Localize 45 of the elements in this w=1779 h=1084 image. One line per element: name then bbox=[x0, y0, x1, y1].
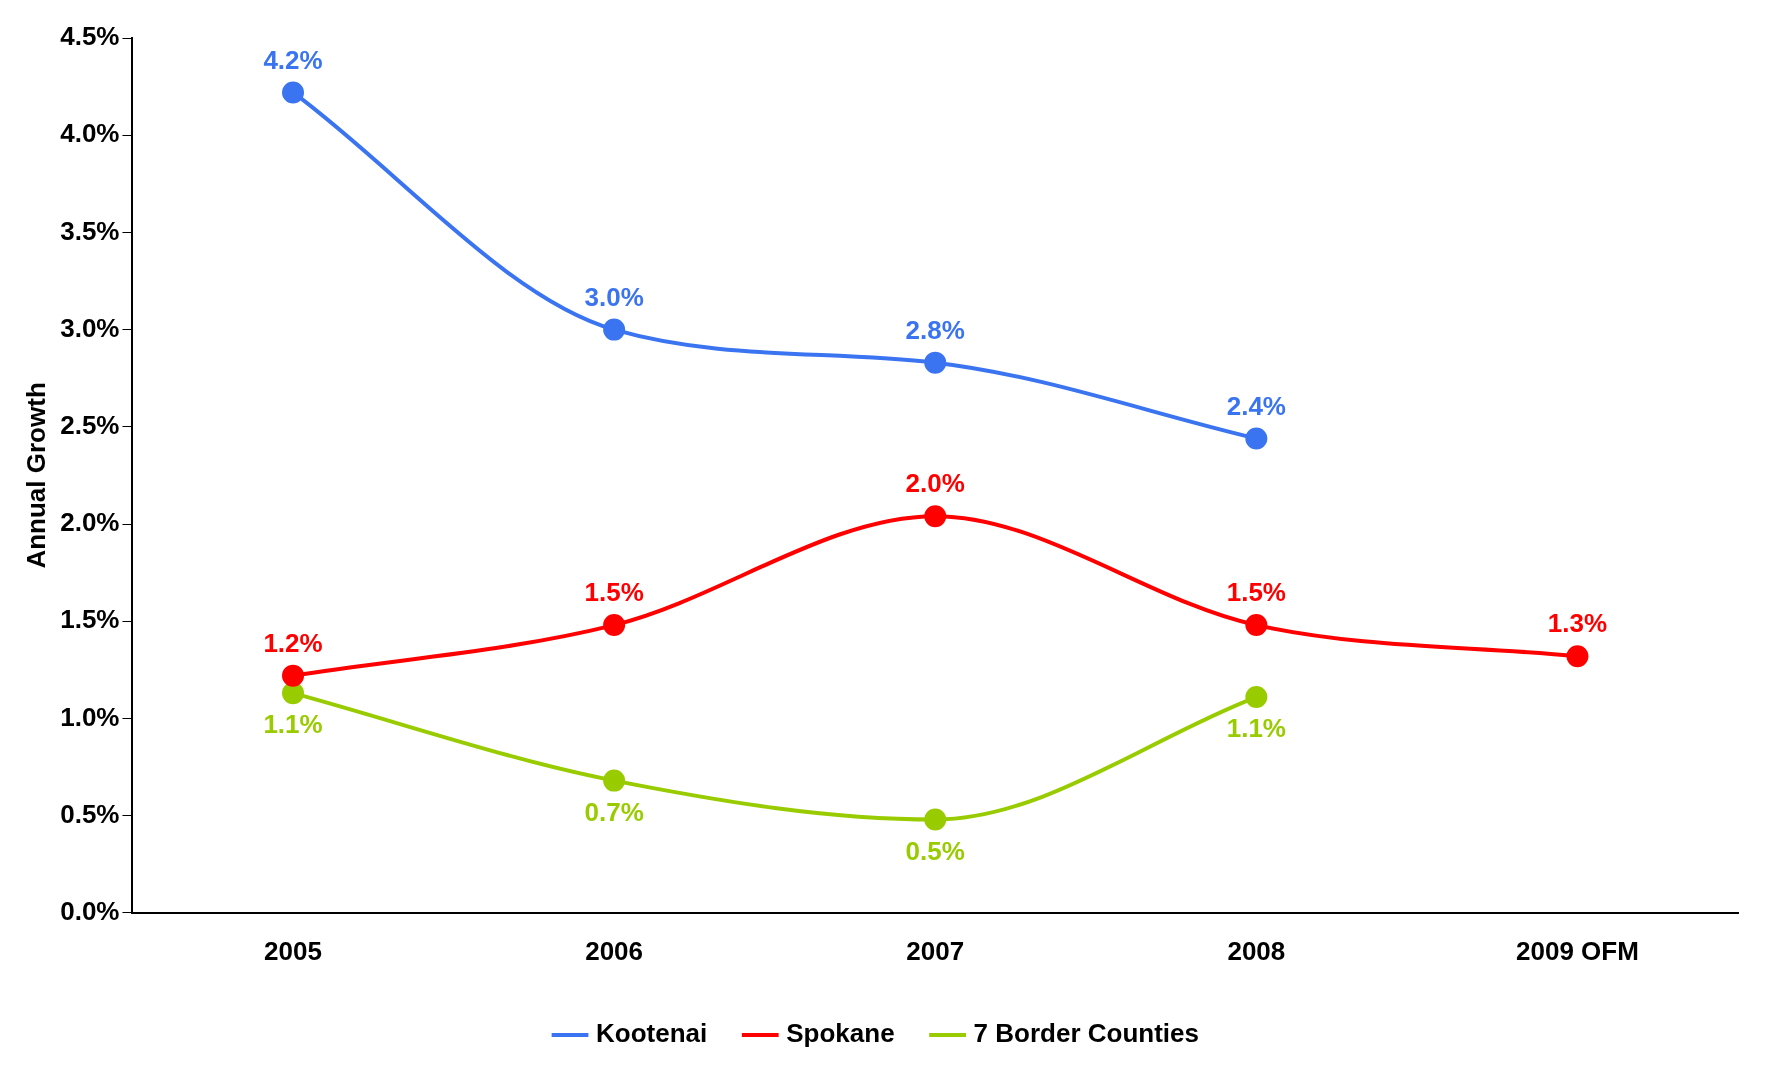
x-tick-label: 2006 bbox=[585, 935, 644, 966]
data-label: 1.1% bbox=[1226, 713, 1286, 744]
point bbox=[603, 614, 626, 637]
point bbox=[282, 664, 305, 687]
data-label: 2.8% bbox=[905, 314, 965, 345]
point bbox=[924, 808, 947, 831]
point bbox=[1245, 614, 1268, 637]
data-label: 2.0% bbox=[905, 468, 965, 499]
point bbox=[603, 769, 626, 792]
x-tick-label: 2005 bbox=[264, 935, 322, 966]
data-label: 3.0% bbox=[584, 281, 644, 312]
y-tick-label: 2.0% bbox=[60, 507, 120, 538]
legend-label: Spokane bbox=[786, 1018, 895, 1049]
y-tick-label: 2.5% bbox=[60, 409, 120, 440]
data-label: 1.1% bbox=[263, 709, 323, 740]
point bbox=[1245, 686, 1268, 709]
y-axis-title: Annual Growth bbox=[20, 382, 51, 569]
point bbox=[603, 318, 626, 341]
y-tick-label: 0.0% bbox=[60, 895, 120, 926]
legend-label: Kootenai bbox=[596, 1018, 708, 1049]
y-tick-label: 3.5% bbox=[60, 215, 120, 246]
point bbox=[924, 505, 947, 528]
point bbox=[282, 81, 305, 104]
y-tick-label: 1.0% bbox=[60, 701, 120, 732]
data-label: 4.2% bbox=[263, 44, 323, 75]
y-tick-label: 4.5% bbox=[60, 21, 120, 52]
point bbox=[924, 351, 947, 374]
data-label: 0.5% bbox=[905, 835, 965, 866]
data-label: 1.3% bbox=[1547, 608, 1608, 639]
legend-label: 7 Border Counties bbox=[973, 1018, 1199, 1049]
y-tick-label: 3.0% bbox=[60, 312, 120, 343]
point bbox=[1245, 427, 1268, 450]
y-tick-label: 1.5% bbox=[60, 604, 120, 635]
y-tick-label: 4.0% bbox=[60, 118, 120, 149]
x-tick-label: 2007 bbox=[906, 935, 965, 966]
y-tick-label: 0.5% bbox=[60, 798, 120, 829]
data-label: 2.4% bbox=[1226, 390, 1286, 421]
point bbox=[282, 682, 305, 705]
data-label: 0.7% bbox=[584, 796, 644, 827]
data-label: 1.2% bbox=[263, 627, 323, 658]
x-tick-label: 2008 bbox=[1227, 935, 1286, 966]
data-label: 1.5% bbox=[584, 577, 644, 608]
x-tick-label: 2009 OFM bbox=[1516, 935, 1639, 966]
data-label: 1.5% bbox=[1226, 577, 1286, 608]
point bbox=[1566, 645, 1589, 668]
